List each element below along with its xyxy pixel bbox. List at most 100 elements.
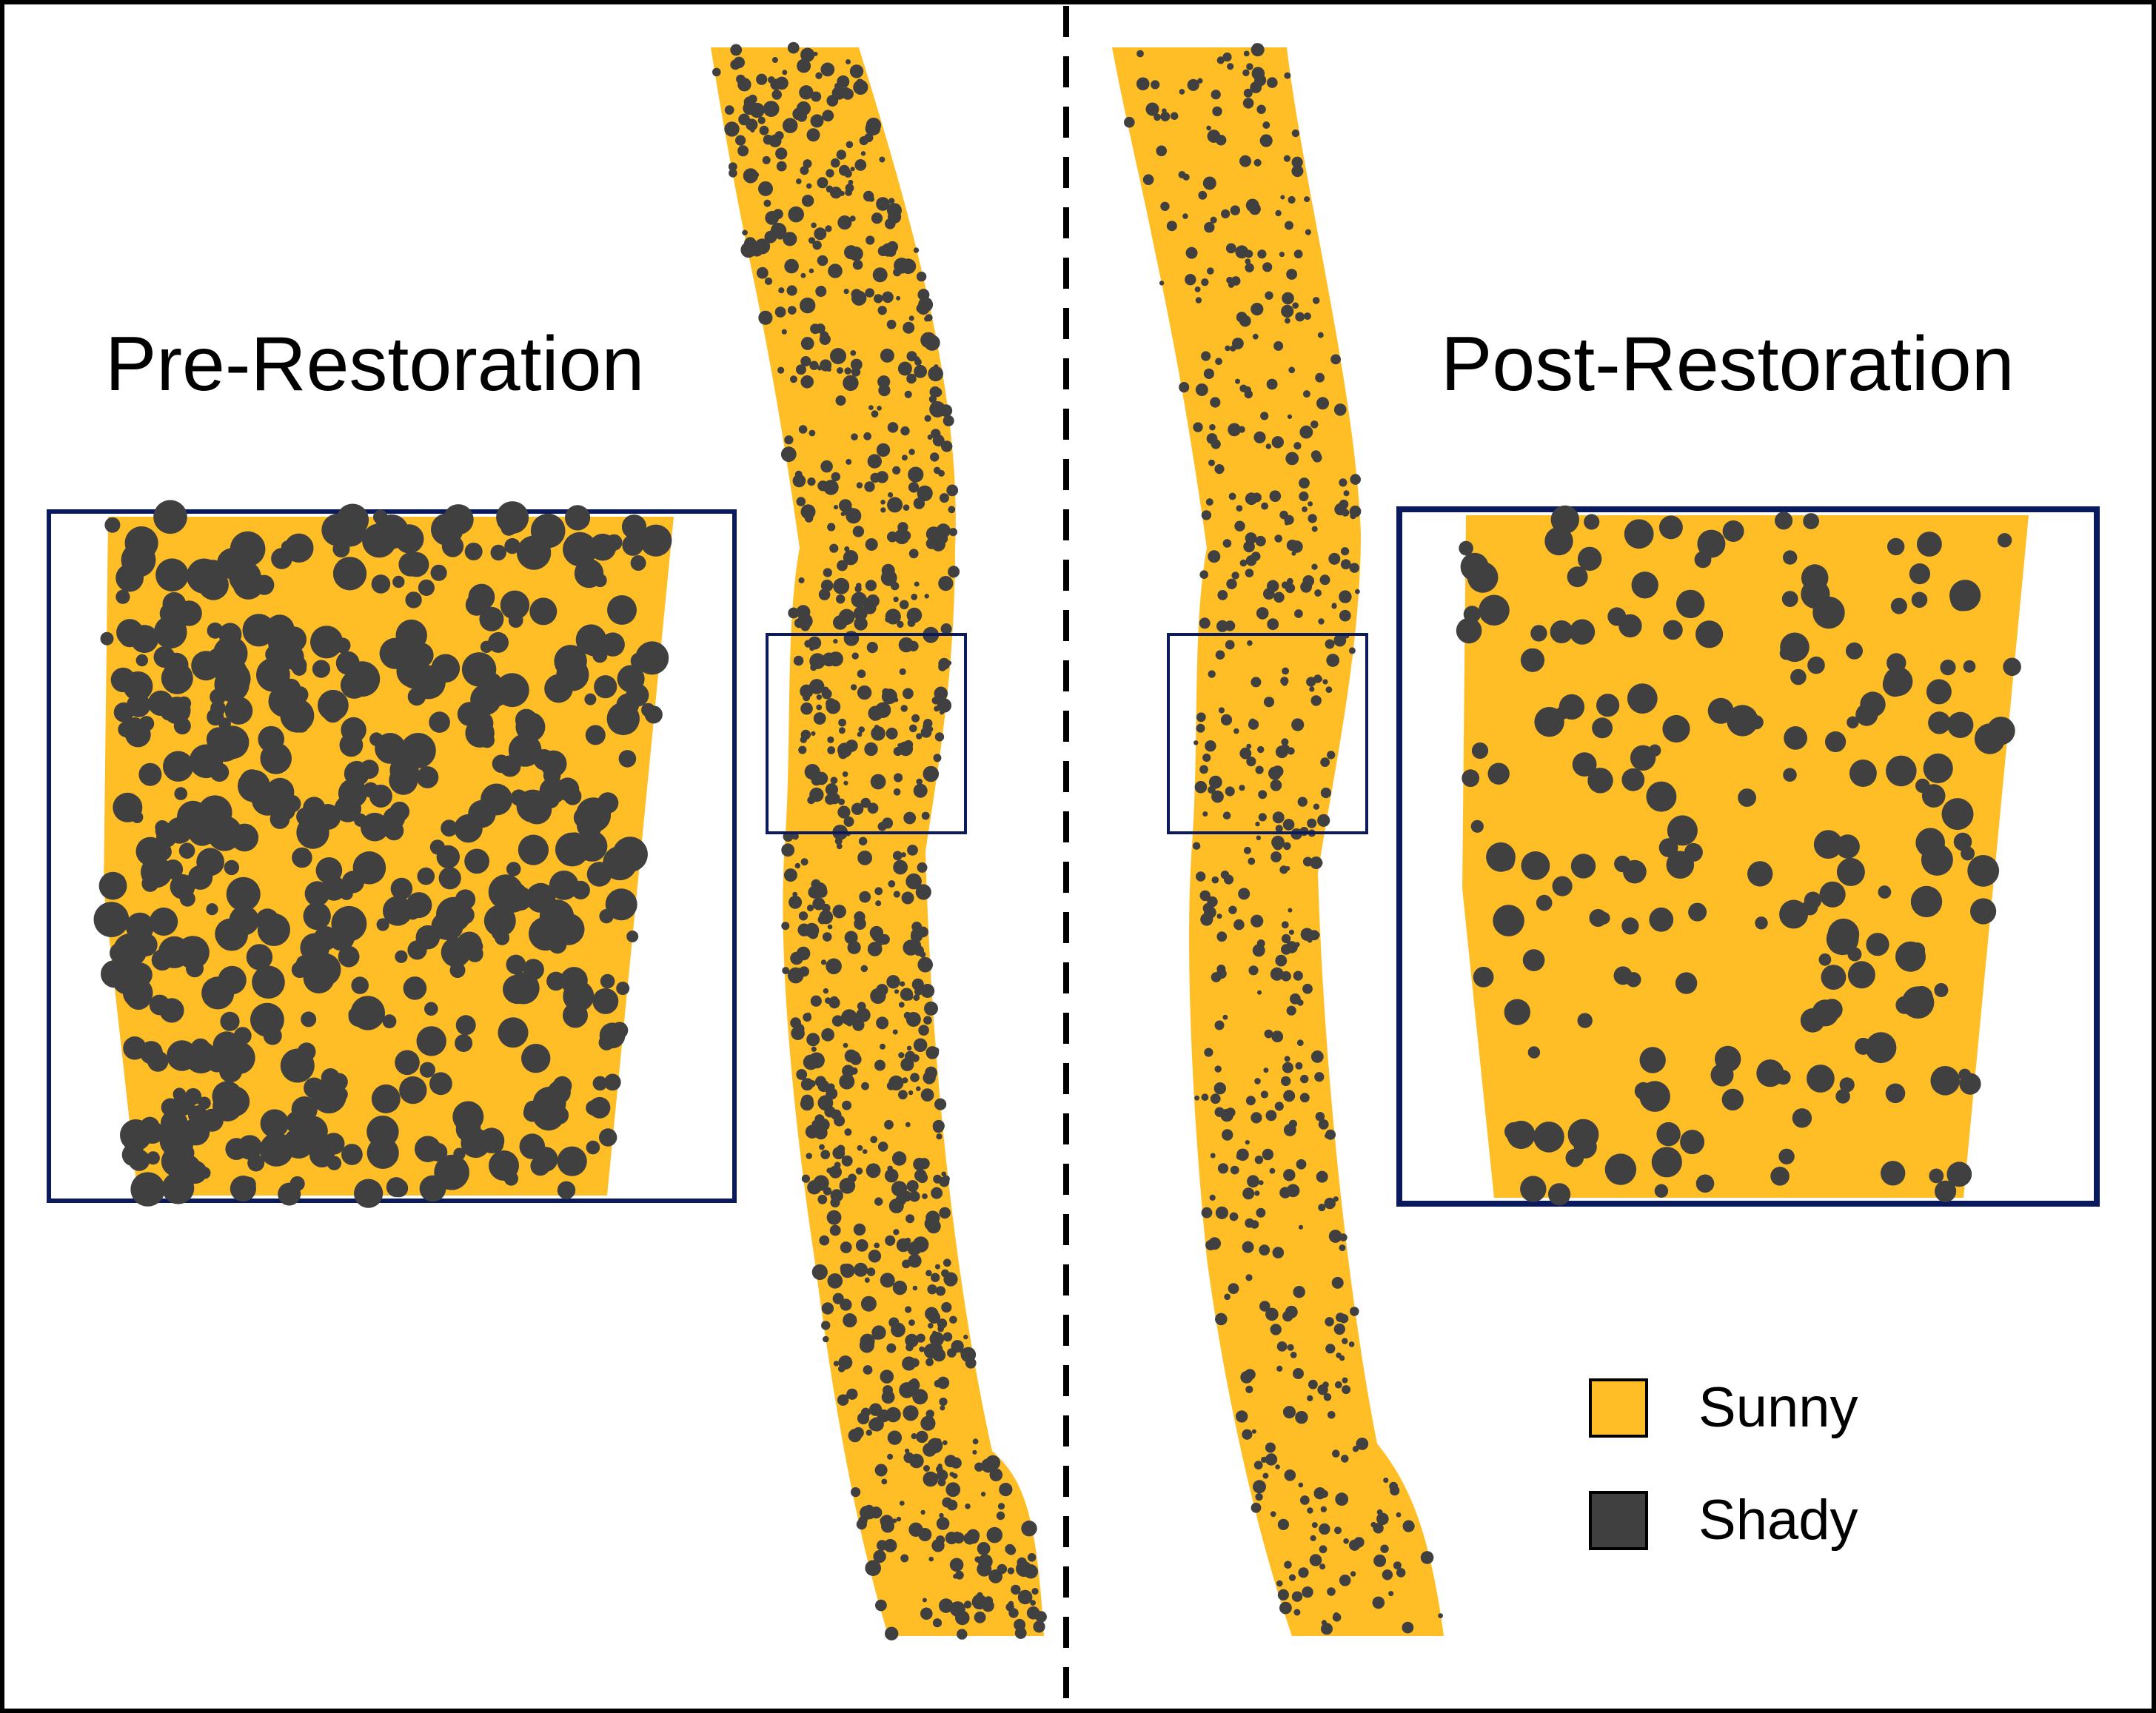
post-shade-patch xyxy=(1252,944,1265,957)
post-inset-shade-patch xyxy=(1663,620,1683,640)
pre-inset-shade-patch xyxy=(159,998,184,1023)
pre-inset-shade-patch xyxy=(313,1151,329,1167)
post-shade-patch xyxy=(1228,492,1236,500)
pre-shade-patch xyxy=(865,288,874,298)
post-shade-patch xyxy=(1312,297,1320,304)
pre-shade-patch xyxy=(938,469,945,477)
post-shade-patch xyxy=(1159,281,1165,286)
pre-shade-patch xyxy=(916,733,923,740)
pre-inset-shade-patch xyxy=(104,517,121,533)
pre-shade-patch xyxy=(887,422,899,433)
pre-shade-patch xyxy=(870,472,880,483)
post-shade-patch xyxy=(1292,302,1299,309)
pre-shade-patch xyxy=(905,873,922,890)
pre-shade-patch xyxy=(814,1114,825,1124)
post-shade-patch xyxy=(1296,1039,1304,1047)
pre-shade-patch xyxy=(894,1156,901,1163)
post-shade-patch xyxy=(1281,933,1291,944)
pre-shade-patch xyxy=(800,1094,814,1107)
post-inset xyxy=(1396,505,2100,1207)
pre-shade-patch xyxy=(900,852,906,858)
pre-shade-patch xyxy=(972,1449,977,1455)
post-shade-patch xyxy=(1308,514,1317,523)
pre-shade-patch xyxy=(1016,1630,1025,1639)
pre-shade-patch xyxy=(826,699,841,714)
pre-shade-patch xyxy=(932,387,943,398)
post-shade-patch xyxy=(1267,618,1279,631)
post-shade-patch xyxy=(1256,104,1266,114)
post-shade-patch xyxy=(1250,81,1262,93)
post-inset-shade-patch xyxy=(1775,1070,1791,1085)
pre-inset-shade-patch xyxy=(301,1011,317,1028)
pre-shade-patch xyxy=(837,215,852,230)
post-shade-patch xyxy=(1207,896,1218,908)
pre-shade-patch xyxy=(815,286,827,298)
post-shade-patch xyxy=(1286,1005,1296,1016)
post-shade-patch xyxy=(1242,98,1254,109)
post-shade-patch xyxy=(1302,856,1313,867)
post-shade-patch xyxy=(1339,499,1349,509)
pre-shade-patch xyxy=(892,851,903,861)
pre-inset-shade-patch xyxy=(630,555,646,571)
post-shade-patch xyxy=(1225,1107,1236,1118)
pre-shade-patch xyxy=(823,988,829,994)
pre-inset-shade-patch xyxy=(244,561,256,574)
post-inset-shade-patch xyxy=(1738,788,1757,807)
pre-shade-patch xyxy=(903,1405,919,1421)
post-inset-shade-patch xyxy=(1911,591,1928,609)
pre-shade-patch xyxy=(728,162,737,172)
post-shade-patch xyxy=(1319,1563,1326,1570)
post-shade-patch xyxy=(1310,695,1322,706)
post-shade-patch xyxy=(1240,1371,1253,1384)
pre-inset-shade-patch xyxy=(430,564,447,581)
pre-inset-shade-patch xyxy=(113,933,147,968)
pre-shade-patch xyxy=(784,435,794,445)
pre-shade-patch xyxy=(933,1174,943,1184)
pre-inset-shade-patch xyxy=(278,802,295,820)
pre-shade-patch xyxy=(791,1026,805,1040)
post-shade-patch xyxy=(1195,383,1208,396)
post-inset-shade-patch xyxy=(1520,1176,1547,1202)
pre-inset-shade-patch xyxy=(321,513,355,546)
post-shade-patch xyxy=(1230,1165,1239,1175)
post-shade-patch xyxy=(1256,1207,1266,1218)
pre-shade-patch xyxy=(936,1133,943,1140)
post-inset-shade-patch xyxy=(1654,1184,1669,1198)
post-shade-patch xyxy=(1212,106,1222,117)
post-shade-patch xyxy=(1245,1140,1250,1145)
pre-shade-patch xyxy=(865,538,878,551)
post-inset-shade-patch xyxy=(1504,1122,1524,1142)
pre-shade-patch xyxy=(965,1535,975,1545)
pre-inset-shade-patch xyxy=(93,902,130,937)
pre-inset-shade-patch xyxy=(395,950,408,963)
post-inset-shade-patch xyxy=(1923,753,1953,783)
post-inset-shade-patch xyxy=(1783,768,1797,782)
pre-shade-patch xyxy=(840,1263,855,1278)
pre-inset-shade-patch xyxy=(334,795,361,822)
pre-shade-patch xyxy=(977,1542,991,1555)
post-inset-shade-patch xyxy=(1847,716,1859,728)
pre-inset-shade-patch xyxy=(395,1050,420,1076)
post-shade-patch xyxy=(1217,590,1228,600)
pre-shade-patch xyxy=(917,862,928,873)
pre-shade-patch xyxy=(831,472,841,482)
post-shade-patch xyxy=(1230,345,1236,352)
post-shade-patch xyxy=(1318,1119,1329,1130)
pre-inset-shade-patch xyxy=(416,1026,446,1056)
pre-shade-patch xyxy=(817,1194,828,1204)
post-shade-patch xyxy=(1286,269,1297,280)
pre-shade-patch xyxy=(801,195,814,207)
post-shade-patch xyxy=(1349,563,1360,573)
pre-shade-patch xyxy=(1031,1588,1039,1595)
pre-shade-patch xyxy=(931,1273,940,1282)
pre-shade-patch xyxy=(751,244,763,257)
post-shade-patch xyxy=(1245,198,1259,212)
pre-shade-patch xyxy=(888,492,894,498)
pre-shade-patch xyxy=(920,332,937,349)
pre-shade-patch xyxy=(782,967,790,975)
post-shade-patch xyxy=(1300,1074,1309,1084)
pre-shade-patch xyxy=(829,543,839,553)
post-shade-patch xyxy=(1185,247,1198,259)
